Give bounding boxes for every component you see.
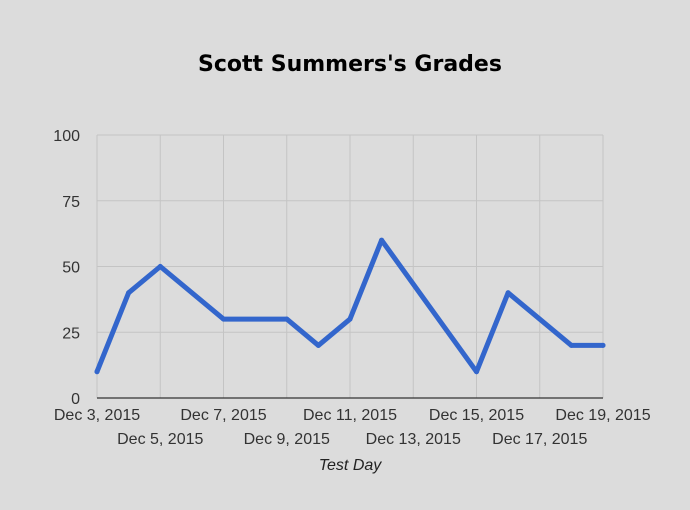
y-tick-label: 100	[53, 128, 80, 145]
y-tick-label: 25	[62, 325, 80, 342]
x-tick-label: Dec 19, 2015	[555, 407, 650, 424]
y-tick-label: 75	[62, 194, 80, 211]
x-axis-label: Test Day	[319, 457, 383, 474]
data-point	[347, 316, 353, 322]
x-tick-labels: Dec 3, 2015 Dec 5, 2015 Dec 7, 2015 Dec 9, …	[54, 407, 651, 448]
x-tick-label: Dec 3, 2015	[54, 407, 140, 424]
data-point	[568, 342, 574, 348]
x-tick-label: Dec 11, 2015	[303, 407, 397, 424]
data-point	[126, 290, 132, 296]
data-point	[284, 316, 290, 322]
chart-title: Scott Summers's Grades	[198, 52, 502, 77]
x-tick-label: Dec 5, 2015	[117, 431, 203, 448]
data-point	[221, 316, 226, 322]
x-tick-label: Dec 15, 2015	[429, 407, 524, 424]
data-point	[315, 342, 321, 348]
grid-layer	[96, 134, 604, 398]
data-point	[379, 237, 385, 243]
y-tick-label: 50	[62, 260, 80, 277]
x-tick-label: Dec 9, 2015	[244, 431, 330, 448]
data-point	[474, 369, 479, 375]
x-tick-label: Dec 13, 2015	[366, 431, 461, 448]
data-point	[505, 290, 511, 296]
series-layer	[94, 237, 606, 375]
x-tick-label: Dec 17, 2015	[492, 431, 587, 448]
y-tick-label: 0	[71, 391, 80, 408]
y-tick-labels: 0 25 50 75 100	[53, 128, 80, 408]
x-tick-label: Dec 7, 2015	[180, 407, 266, 424]
data-point	[157, 264, 163, 269]
series-line	[94, 237, 606, 375]
data-point	[600, 342, 606, 348]
data-point	[94, 369, 100, 375]
